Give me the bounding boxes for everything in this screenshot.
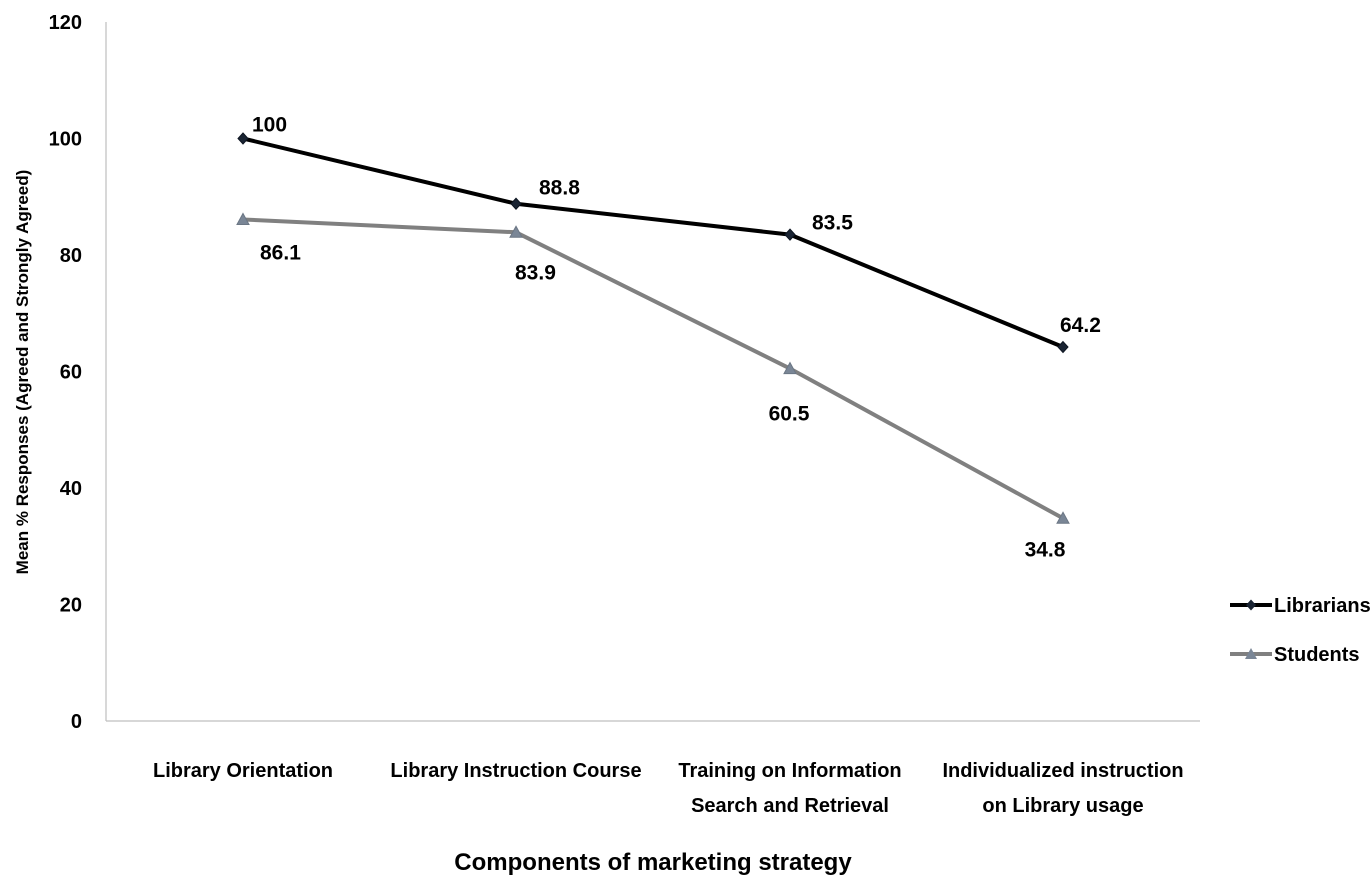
- y-tick-label: 40: [60, 478, 82, 500]
- x-category-label-line: Individualized instruction: [942, 760, 1183, 782]
- legend-marker: [1245, 648, 1257, 659]
- data-label: 64.2: [1060, 314, 1101, 337]
- x-category-label-line: Library Instruction Course: [390, 760, 641, 782]
- series-line-librarians: [242, 136, 1064, 349]
- axes: [105, 22, 1200, 722]
- x-category-label: Individualized instruction on Library usa…: [942, 760, 1183, 817]
- legend-label: Librarians: [1274, 595, 1371, 617]
- series-line-students: [242, 217, 1064, 521]
- legend-marker: [1246, 599, 1256, 611]
- data-label: 60.5: [769, 403, 810, 426]
- data-point-marker: [783, 361, 797, 375]
- y-tick-label: 80: [60, 245, 82, 267]
- data-label: 83.9: [515, 261, 556, 284]
- data-labels: 100 88.8 83.5 64.2 86.1 83.9 60.5 34.8: [252, 114, 1101, 562]
- y-tick-label: 0: [71, 711, 82, 733]
- data-label: 83.5: [812, 212, 853, 235]
- x-category-label-line: Library Orientation: [153, 760, 333, 782]
- data-point-marker: [1056, 511, 1070, 524]
- x-category-labels: Library Orientation Library Instruction C…: [153, 760, 1184, 817]
- y-axis-title: Mean % Responses (Agreed and Strongly Ag…: [13, 170, 32, 575]
- data-label: 34.8: [1025, 538, 1066, 561]
- y-tick-label: 100: [49, 129, 82, 151]
- legend: Librarians Students: [1230, 595, 1371, 666]
- series-markers: [236, 132, 1070, 524]
- x-category-label-line: Training on Information: [678, 760, 901, 782]
- data-point-marker: [784, 228, 796, 241]
- series-lines: [242, 136, 1064, 521]
- y-tick-label: 20: [60, 595, 82, 617]
- data-label: 88.8: [539, 177, 580, 200]
- legend-item-librarians: Librarians: [1230, 595, 1371, 617]
- x-category-label: Library Instruction Course: [390, 760, 641, 782]
- x-category-label: Training on Information Search and Retrie…: [678, 760, 901, 817]
- x-category-label: Library Orientation: [153, 760, 333, 782]
- y-tick-label: 60: [60, 362, 82, 384]
- x-category-label-line: Search and Retrieval: [691, 795, 889, 817]
- data-point-marker: [1057, 340, 1069, 354]
- data-point-marker: [510, 197, 522, 210]
- data-point-marker: [509, 225, 523, 238]
- y-tick-label: 120: [49, 12, 82, 34]
- x-category-label-line: on Library usage: [982, 795, 1143, 817]
- legend-item-students: Students: [1230, 644, 1360, 666]
- x-axis-title: Components of marketing strategy: [454, 849, 852, 876]
- data-label: 100: [252, 114, 287, 137]
- data-point-marker: [236, 212, 250, 225]
- data-label: 86.1: [260, 241, 301, 264]
- data-point-marker: [237, 132, 249, 145]
- legend-label: Students: [1274, 644, 1360, 666]
- y-tick-labels: 0 20 40 60 80 100 120: [49, 12, 82, 733]
